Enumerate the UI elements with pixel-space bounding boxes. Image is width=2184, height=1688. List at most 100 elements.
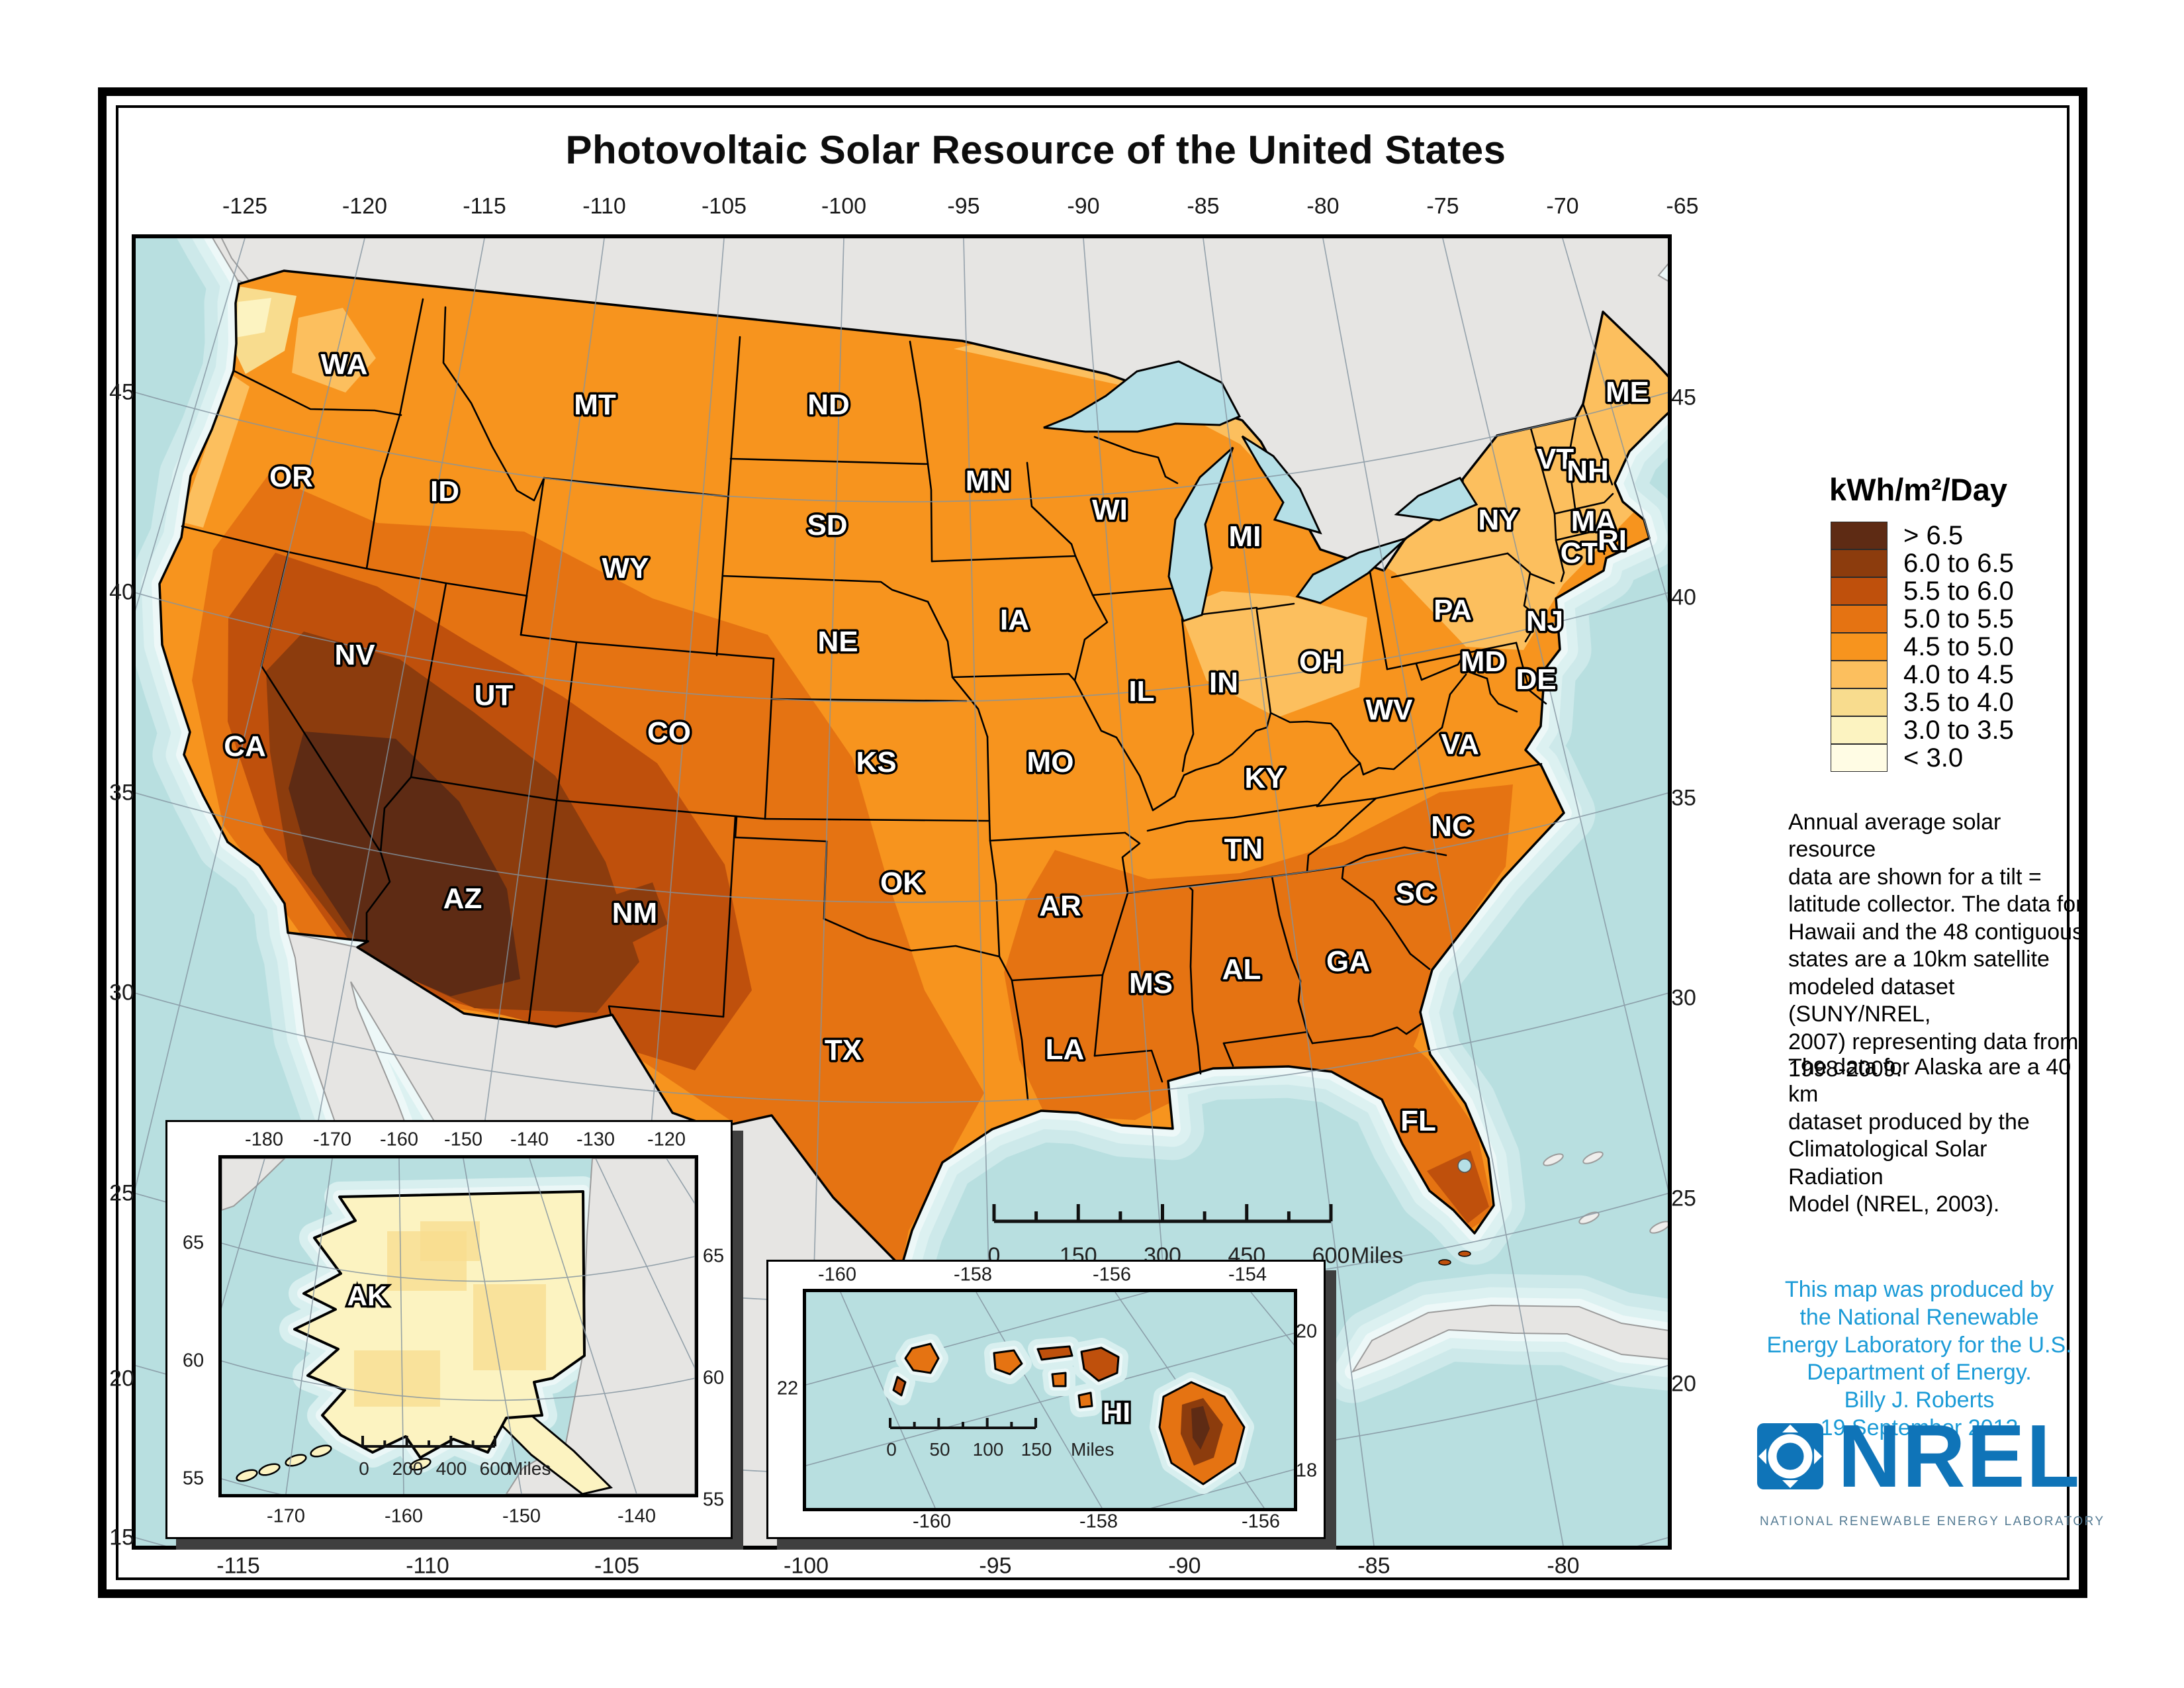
state-border <box>951 676 989 738</box>
conus-axis-bottom-tick: -90 <box>1168 1553 1201 1579</box>
state-border <box>1093 436 1179 485</box>
conus-axis-right-tick: 35 <box>1671 785 1696 811</box>
state-label-nv: NV <box>334 639 375 671</box>
alaska-resource-patch <box>420 1221 480 1261</box>
scale-bar-unit: Miles <box>1351 1243 1403 1268</box>
state-border <box>1390 552 1509 579</box>
state-border <box>734 816 738 839</box>
state-border <box>379 776 412 853</box>
state-label-al: AL <box>1222 953 1261 986</box>
big-island-peak <box>1191 1406 1210 1450</box>
state-border <box>1181 618 1195 773</box>
state-border <box>764 818 991 822</box>
state-label-vt: VT <box>1537 443 1574 475</box>
state-border <box>1188 886 1202 1075</box>
meridian-line <box>398 1158 404 1494</box>
us-outline <box>158 269 1668 1268</box>
scale-bar-label: 50 <box>929 1439 950 1460</box>
state-label-ar: AR <box>1039 890 1081 922</box>
state-label-wa: WA <box>321 348 368 381</box>
ak-axis-top-tick: -130 <box>576 1129 615 1150</box>
scale-bar-label: 400 <box>436 1458 467 1479</box>
cuba-landmass <box>1351 1304 1668 1374</box>
state-border <box>543 477 729 498</box>
great-lake <box>1241 435 1322 535</box>
state-label-mt: MT <box>574 389 616 421</box>
state-border <box>1555 529 1600 541</box>
conus-axis-top-tick: -100 <box>821 193 867 219</box>
conus-axis-right-tick: 40 <box>1671 585 1696 610</box>
state-border <box>1316 762 1361 808</box>
hi-axis-bottom-tick: -158 <box>1079 1511 1118 1532</box>
state-label-nj: NJ <box>1526 605 1563 637</box>
state-border <box>989 831 1126 842</box>
state-label-de: DE <box>1516 663 1556 696</box>
conus-scale-bar <box>992 1204 1333 1223</box>
state-border <box>1146 804 1318 832</box>
conus-axis-top-tick: -95 <box>947 193 980 219</box>
scale-bar-label: 0 <box>886 1439 897 1460</box>
scale-bar-label: 150 <box>1021 1439 1052 1460</box>
solar-resource-region <box>236 298 271 338</box>
legend-label: > 6.5 <box>1903 520 1964 550</box>
state-border <box>1529 573 1555 585</box>
parallel-line <box>1150 1469 1294 1508</box>
credit-text: This map was produced by the National Re… <box>1766 1277 2072 1441</box>
conus-axis-bottom-tick: -115 <box>216 1553 260 1579</box>
state-label-ok: OK <box>880 867 924 899</box>
legend-label: 3.5 to 4.0 <box>1903 687 2014 717</box>
state-border <box>931 555 1077 563</box>
state-border <box>1091 587 1173 596</box>
hi-axis-left-tick: 22 <box>776 1378 799 1399</box>
legend-label: < 3.0 <box>1903 743 1964 773</box>
conus-axis-top-tick: -105 <box>701 193 747 219</box>
hi-axis-top-tick: -154 <box>1228 1264 1267 1286</box>
state-label-va: VA <box>1441 728 1479 761</box>
state-border <box>1011 979 1029 1101</box>
bahamas-island <box>1582 1151 1604 1164</box>
state-label-wy: WY <box>602 552 649 585</box>
meridian-line <box>136 238 365 1190</box>
meridian-line <box>840 1292 936 1508</box>
state-border <box>770 698 968 702</box>
state-border <box>1026 461 1077 557</box>
state-labels: WA OR CA NV ID MT WY UT CO AZ NM ND SD NE KS OK TX MN IA MO… <box>222 346 1652 1140</box>
legend-label: 6.0 to 6.5 <box>1903 548 2014 578</box>
hi-axis-top-tick: -158 <box>953 1264 993 1286</box>
state-label-mo: MO <box>1027 746 1074 778</box>
scale-bar-label: 100 <box>973 1439 1004 1460</box>
legend-row: 4.0 to 4.5 <box>1831 660 2014 689</box>
meridian-line <box>136 238 246 611</box>
conus-axis-right-tick: 45 <box>1671 385 1696 410</box>
ak-axis-left-tick: 60 <box>182 1350 205 1372</box>
legend-swatch <box>1831 549 1888 577</box>
conus-axis-bottom-tick: -85 <box>1357 1553 1390 1579</box>
conus-axis-bottom-tick: -110 <box>406 1553 449 1579</box>
meridian-line <box>1442 238 1668 1191</box>
great-lake <box>1043 360 1242 433</box>
scale-bar-label: 0 <box>359 1458 369 1479</box>
ak-axis-bottom-tick: -150 <box>502 1505 541 1527</box>
state-border <box>927 600 954 679</box>
state-label-ct: CT <box>1561 537 1600 569</box>
meridian-line <box>976 1292 1103 1508</box>
conus-axis-right-tick: 30 <box>1671 985 1696 1011</box>
state-label-hi: HI <box>1103 1397 1130 1428</box>
parallel-line <box>136 592 1668 703</box>
aleutian-island <box>310 1444 332 1458</box>
nrel-wordmark: NREL <box>1838 1406 2081 1506</box>
state-label-tn: TN <box>1224 833 1263 865</box>
hi-axis-top-tick: -160 <box>817 1264 857 1286</box>
legend-swatch <box>1831 605 1888 633</box>
aleutian-island <box>236 1469 258 1482</box>
legend-swatch <box>1831 716 1888 744</box>
solar-resource-region <box>1232 1033 1494 1231</box>
state-border <box>555 799 766 820</box>
state-label-ut: UT <box>475 679 514 712</box>
state-border <box>365 298 424 570</box>
ak-axis-top-tick: -120 <box>647 1129 686 1150</box>
conus-axis-right-tick: 20 <box>1671 1371 1696 1397</box>
legend-row: 6.0 to 6.5 <box>1831 548 2014 578</box>
state-label-il: IL <box>1128 675 1154 708</box>
